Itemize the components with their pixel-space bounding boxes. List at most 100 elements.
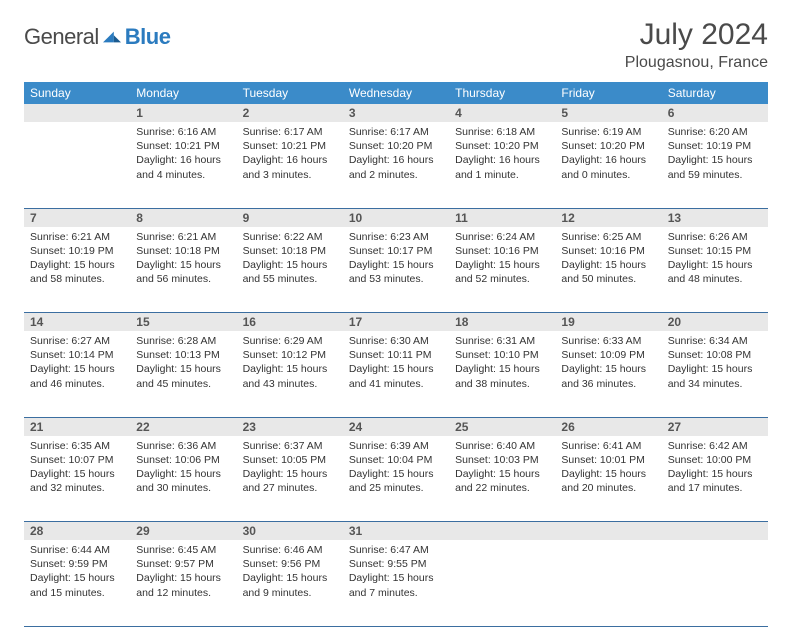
sunset-text: Sunset: 10:19 PM (668, 139, 762, 153)
sunset-text: Sunset: 10:14 PM (30, 348, 124, 362)
day-details: Sunrise: 6:18 AMSunset: 10:20 PMDaylight… (449, 122, 555, 188)
daylight-text: Daylight: 15 hours and 41 minutes. (349, 362, 443, 390)
daylight-text: Daylight: 15 hours and 46 minutes. (30, 362, 124, 390)
day-cell-header: 12 (555, 208, 661, 227)
day-cell: Sunrise: 6:16 AMSunset: 10:21 PMDaylight… (130, 122, 236, 208)
day-details: Sunrise: 6:35 AMSunset: 10:07 PMDaylight… (24, 436, 130, 502)
day-cell-header: 24 (343, 417, 449, 436)
day-details: Sunrise: 6:45 AMSunset: 9:57 PMDaylight:… (130, 540, 236, 606)
day-cell: Sunrise: 6:30 AMSunset: 10:11 PMDaylight… (343, 331, 449, 417)
daylight-text: Daylight: 16 hours and 1 minute. (455, 153, 549, 181)
weekday-header: Sunday (24, 82, 130, 104)
day-number: 4 (449, 104, 555, 122)
day-cell-header: 1 (130, 104, 236, 122)
sunrise-text: Sunrise: 6:21 AM (136, 230, 230, 244)
sunset-text: Sunset: 9:56 PM (243, 557, 337, 571)
day-details: Sunrise: 6:20 AMSunset: 10:19 PMDaylight… (662, 122, 768, 188)
day-details: Sunrise: 6:40 AMSunset: 10:03 PMDaylight… (449, 436, 555, 502)
day-details: Sunrise: 6:19 AMSunset: 10:20 PMDaylight… (555, 122, 661, 188)
brand-triangle-icon (101, 28, 123, 46)
day-number: 29 (130, 522, 236, 540)
day-number: 18 (449, 313, 555, 331)
sunrise-text: Sunrise: 6:33 AM (561, 334, 655, 348)
day-number: 9 (237, 209, 343, 227)
daylight-text: Daylight: 15 hours and 45 minutes. (136, 362, 230, 390)
daylight-text: Daylight: 15 hours and 27 minutes. (243, 467, 337, 495)
sunset-text: Sunset: 10:07 PM (30, 453, 124, 467)
daylight-text: Daylight: 15 hours and 30 minutes. (136, 467, 230, 495)
sunrise-text: Sunrise: 6:47 AM (349, 543, 443, 557)
day-details: Sunrise: 6:21 AMSunset: 10:18 PMDaylight… (130, 227, 236, 293)
sunset-text: Sunset: 9:55 PM (349, 557, 443, 571)
day-number: 24 (343, 418, 449, 436)
day-cell-header: 26 (555, 417, 661, 436)
day-details: Sunrise: 6:29 AMSunset: 10:12 PMDaylight… (237, 331, 343, 397)
day-cell-header: 29 (130, 522, 236, 541)
brand-word2: Blue (125, 24, 171, 50)
day-cell: Sunrise: 6:47 AMSunset: 9:55 PMDaylight:… (343, 540, 449, 626)
day-details: Sunrise: 6:41 AMSunset: 10:01 PMDaylight… (555, 436, 661, 502)
sunrise-text: Sunrise: 6:24 AM (455, 230, 549, 244)
day-cell: Sunrise: 6:19 AMSunset: 10:20 PMDaylight… (555, 122, 661, 208)
daylight-text: Daylight: 15 hours and 9 minutes. (243, 571, 337, 599)
sunrise-text: Sunrise: 6:27 AM (30, 334, 124, 348)
day-cell (24, 122, 130, 208)
daynum-row: 28293031 (24, 522, 768, 541)
day-number (24, 104, 130, 122)
daylight-text: Daylight: 15 hours and 15 minutes. (30, 571, 124, 599)
day-number: 5 (555, 104, 661, 122)
day-cell-header: 6 (662, 104, 768, 122)
sunrise-text: Sunrise: 6:17 AM (243, 125, 337, 139)
calendar-table: Sunday Monday Tuesday Wednesday Thursday… (24, 82, 768, 627)
sunset-text: Sunset: 10:03 PM (455, 453, 549, 467)
day-cell: Sunrise: 6:24 AMSunset: 10:16 PMDaylight… (449, 227, 555, 313)
day-cell: Sunrise: 6:46 AMSunset: 9:56 PMDaylight:… (237, 540, 343, 626)
day-number: 7 (24, 209, 130, 227)
location: Plougasnou, France (625, 54, 768, 72)
day-cell-header (449, 522, 555, 541)
weekday-header: Wednesday (343, 82, 449, 104)
day-number: 10 (343, 209, 449, 227)
sunrise-text: Sunrise: 6:23 AM (349, 230, 443, 244)
sunrise-text: Sunrise: 6:19 AM (561, 125, 655, 139)
day-details: Sunrise: 6:25 AMSunset: 10:16 PMDaylight… (555, 227, 661, 293)
day-details: Sunrise: 6:28 AMSunset: 10:13 PMDaylight… (130, 331, 236, 397)
day-cell: Sunrise: 6:29 AMSunset: 10:12 PMDaylight… (237, 331, 343, 417)
day-cell-header: 5 (555, 104, 661, 122)
day-cell-header: 3 (343, 104, 449, 122)
day-number: 2 (237, 104, 343, 122)
sunrise-text: Sunrise: 6:20 AM (668, 125, 762, 139)
day-cell-header: 7 (24, 208, 130, 227)
day-number: 1 (130, 104, 236, 122)
day-details: Sunrise: 6:26 AMSunset: 10:15 PMDaylight… (662, 227, 768, 293)
sunrise-text: Sunrise: 6:35 AM (30, 439, 124, 453)
day-details: Sunrise: 6:16 AMSunset: 10:21 PMDaylight… (130, 122, 236, 188)
day-details: Sunrise: 6:30 AMSunset: 10:11 PMDaylight… (343, 331, 449, 397)
day-cell: Sunrise: 6:28 AMSunset: 10:13 PMDaylight… (130, 331, 236, 417)
day-number: 13 (662, 209, 768, 227)
day-number: 15 (130, 313, 236, 331)
daylight-text: Daylight: 15 hours and 36 minutes. (561, 362, 655, 390)
day-cell-header: 22 (130, 417, 236, 436)
daylight-text: Daylight: 15 hours and 17 minutes. (668, 467, 762, 495)
sunrise-text: Sunrise: 6:17 AM (349, 125, 443, 139)
sunrise-text: Sunrise: 6:18 AM (455, 125, 549, 139)
day-number: 21 (24, 418, 130, 436)
sunset-text: Sunset: 10:01 PM (561, 453, 655, 467)
day-cell: Sunrise: 6:17 AMSunset: 10:20 PMDaylight… (343, 122, 449, 208)
day-cell: Sunrise: 6:20 AMSunset: 10:19 PMDaylight… (662, 122, 768, 208)
sunset-text: Sunset: 9:57 PM (136, 557, 230, 571)
day-cell: Sunrise: 6:26 AMSunset: 10:15 PMDaylight… (662, 227, 768, 313)
sunset-text: Sunset: 10:05 PM (243, 453, 337, 467)
day-details: Sunrise: 6:47 AMSunset: 9:55 PMDaylight:… (343, 540, 449, 606)
weekday-header: Saturday (662, 82, 768, 104)
day-number (555, 522, 661, 540)
daylight-text: Daylight: 15 hours and 20 minutes. (561, 467, 655, 495)
day-number: 26 (555, 418, 661, 436)
day-cell (662, 540, 768, 626)
daylight-text: Daylight: 15 hours and 22 minutes. (455, 467, 549, 495)
sunset-text: Sunset: 10:21 PM (243, 139, 337, 153)
day-cell: Sunrise: 6:23 AMSunset: 10:17 PMDaylight… (343, 227, 449, 313)
week-row: Sunrise: 6:16 AMSunset: 10:21 PMDaylight… (24, 122, 768, 208)
sunrise-text: Sunrise: 6:22 AM (243, 230, 337, 244)
